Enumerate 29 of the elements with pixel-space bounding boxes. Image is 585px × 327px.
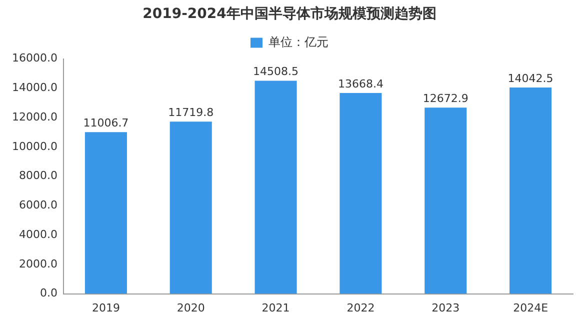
legend-label: 单位：亿元 [268, 34, 328, 49]
x-tick-label: 2019 [92, 301, 120, 314]
y-tick-label: 16000.0 [12, 52, 58, 65]
x-tick-label: 2024E [513, 301, 548, 314]
data-label: 11719.8 [168, 106, 214, 120]
y-tick-label: 14000.0 [12, 81, 58, 94]
bar [510, 88, 552, 294]
data-label: 12672.9 [422, 92, 468, 106]
y-tick-label: 12000.0 [12, 110, 58, 124]
x-tick-label: 2023 [432, 301, 460, 314]
y-tick-label: 2000.0 [18, 257, 58, 270]
y-tick-label: 4000.0 [18, 228, 58, 241]
data-label: 11006.7 [83, 116, 129, 130]
data-label: 13668.4 [338, 77, 384, 90]
y-tick-label: 0.0 [40, 286, 58, 300]
bar [254, 80, 297, 294]
x-tick-label: 2022 [346, 301, 375, 314]
bar [84, 132, 127, 294]
y-tick-label: 10000.0 [12, 140, 58, 153]
x-tick-label: 2020 [176, 301, 205, 314]
x-tick-label: 2021 [262, 301, 290, 314]
bar [340, 93, 382, 294]
bar [424, 108, 467, 294]
chart-title: 2019-2024年中国半导体市场规模预测趋势图 [142, 5, 436, 22]
data-label: 14508.5 [253, 65, 299, 78]
y-tick-label: 6000.0 [18, 198, 58, 212]
bar [170, 122, 212, 294]
y-tick-label: 8000.0 [18, 169, 58, 182]
data-label: 14042.5 [508, 72, 554, 85]
